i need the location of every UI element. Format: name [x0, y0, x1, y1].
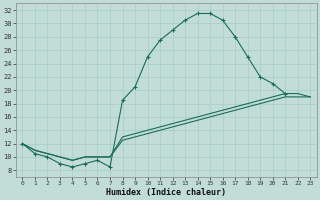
X-axis label: Humidex (Indice chaleur): Humidex (Indice chaleur) [106, 188, 226, 197]
